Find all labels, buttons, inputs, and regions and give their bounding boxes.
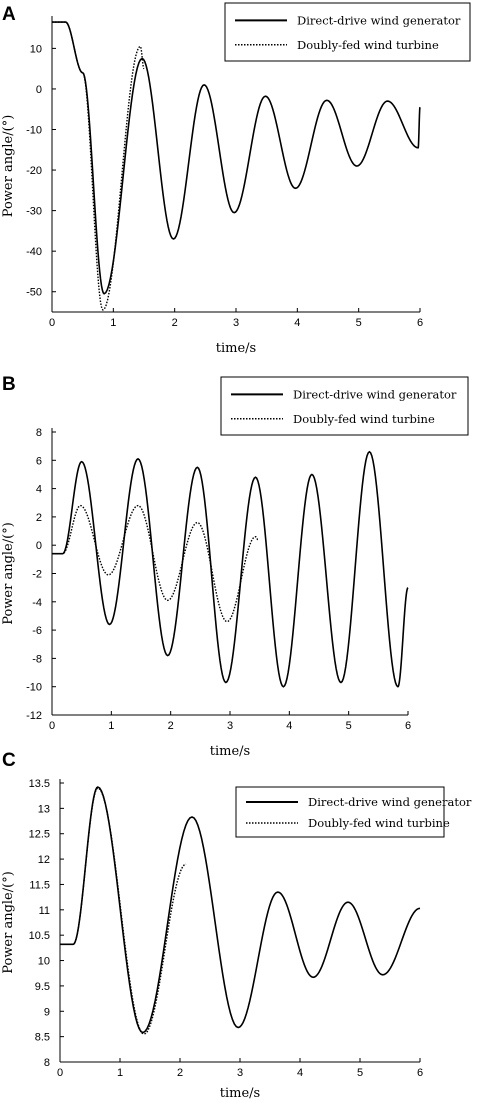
- x-axis-label: time/s: [210, 744, 250, 759]
- series-line-direct-drive: [52, 450, 409, 688]
- y-tick-label: 0: [36, 540, 42, 552]
- y-tick-label: 12: [38, 854, 50, 866]
- x-axis-label: time/s: [216, 341, 256, 356]
- x-tick-label: 0: [49, 720, 55, 732]
- y-tick-label: 13.5: [29, 778, 50, 790]
- panel-letter: B: [2, 374, 16, 395]
- y-tick-label: 10.5: [29, 930, 50, 942]
- x-tick-label: 0: [49, 317, 55, 329]
- y-tick-label: 13: [38, 803, 50, 815]
- x-tick-label: 3: [227, 720, 233, 732]
- y-tick-label: -10: [26, 125, 42, 137]
- y-tick-label: -50: [26, 287, 42, 299]
- x-tick-label: 5: [356, 317, 362, 329]
- y-tick-label: -30: [26, 206, 42, 218]
- chart-panel-a: A 0 1 2 3 4 5 6 10 0 -10 -20 -30 -40 -50 time/s Power an…: [1, 2, 471, 356]
- y-tick-label: -8: [32, 653, 42, 665]
- y-tick-label: -6: [32, 625, 42, 637]
- y-axis-label: Power angle/(°): [1, 115, 16, 218]
- series-line-doubly-fed: [60, 787, 187, 1035]
- legend: Direct-drive wind generator Doubly-fed wi…: [220, 376, 469, 436]
- x-tick-label: 4: [286, 720, 292, 732]
- legend-box: [224, 2, 471, 62]
- legend-label: Doubly-fed wind turbine: [293, 412, 435, 426]
- y-tick-label: 9: [44, 1006, 50, 1018]
- legend-label: Direct-drive wind generator: [297, 13, 461, 27]
- x-tick-label: 5: [346, 720, 352, 732]
- legend-box: [235, 786, 445, 838]
- legend-label: Doubly-fed wind turbine: [297, 38, 439, 52]
- y-tick-label: -20: [26, 165, 42, 177]
- x-tick-label: 2: [177, 1067, 183, 1079]
- chart-panel-b: B 0 1 2 3 4 5 6 8 6 4 2 0 -2 -4 -6 -8 -10 -12 time/s Power a…: [1, 374, 469, 759]
- series-line-doubly-fed: [52, 21, 145, 311]
- legend-label: Direct-drive wind generator: [308, 795, 472, 809]
- x-axis-label: time/s: [220, 1086, 260, 1101]
- x-tick-label: 4: [294, 317, 300, 329]
- x-tick-label: 3: [233, 317, 239, 329]
- x-tick-label: 1: [117, 1067, 123, 1079]
- y-tick-label: 2: [36, 512, 42, 524]
- panel-letter: A: [2, 4, 16, 25]
- y-tick-label: -4: [32, 597, 42, 609]
- x-tick-label: 5: [357, 1067, 363, 1079]
- chart-panel-c: C0 1 2 3 4 5 613.51312.51211.51110.5109.598.58…: [1, 750, 472, 1101]
- x-tick-label: 2: [168, 720, 174, 732]
- legend-label: Direct-drive wind generator: [293, 387, 457, 401]
- x-tick-label: 2: [172, 317, 178, 329]
- legend: Direct-drive wind generator Doubly-fed wi…: [235, 786, 472, 838]
- y-tick-label: 10: [38, 956, 50, 968]
- series-line-direct-drive: [52, 21, 421, 295]
- y-tick-label: 6: [36, 455, 42, 467]
- y-tick-label: 10: [30, 43, 42, 55]
- x-tick-label: 1: [110, 317, 116, 329]
- y-tick-label: 0: [36, 84, 42, 96]
- y-tick-label: 11: [39, 905, 50, 917]
- y-tick-label: 8.5: [35, 1032, 50, 1044]
- panel-letter: C: [2, 750, 16, 771]
- x-tick-label: 3: [237, 1067, 243, 1079]
- x-tick-label: 6: [417, 317, 423, 329]
- legend-label: Doubly-fed wind turbine: [308, 816, 450, 830]
- legend-box: [220, 376, 469, 436]
- y-tick-label: -2: [32, 569, 42, 581]
- y-tick-label: 9.5: [35, 981, 50, 993]
- y-axis-label: Power angle/(°): [1, 522, 16, 625]
- x-tick-label: 4: [297, 1067, 303, 1079]
- x-tick-label: 1: [108, 720, 114, 732]
- y-axis-label: Power angle/(°): [1, 871, 16, 974]
- y-tick-label: 11.5: [29, 879, 50, 891]
- series-line-doubly-fed: [52, 504, 259, 623]
- y-tick-label: 8: [36, 427, 42, 439]
- y-tick-label: 4: [36, 484, 42, 496]
- y-tick-label: 8: [44, 1057, 50, 1069]
- y-tick-label: -10: [26, 682, 42, 694]
- x-tick-label: 6: [417, 1067, 423, 1079]
- x-tick-label: 0: [57, 1067, 63, 1079]
- x-tick-label: 6: [405, 720, 411, 732]
- y-tick-label: -40: [26, 246, 42, 258]
- y-tick-label: 12.5: [29, 829, 50, 841]
- legend: Direct-drive wind generator Doubly-fed wi…: [224, 2, 471, 62]
- y-tick-label: -12: [26, 710, 42, 722]
